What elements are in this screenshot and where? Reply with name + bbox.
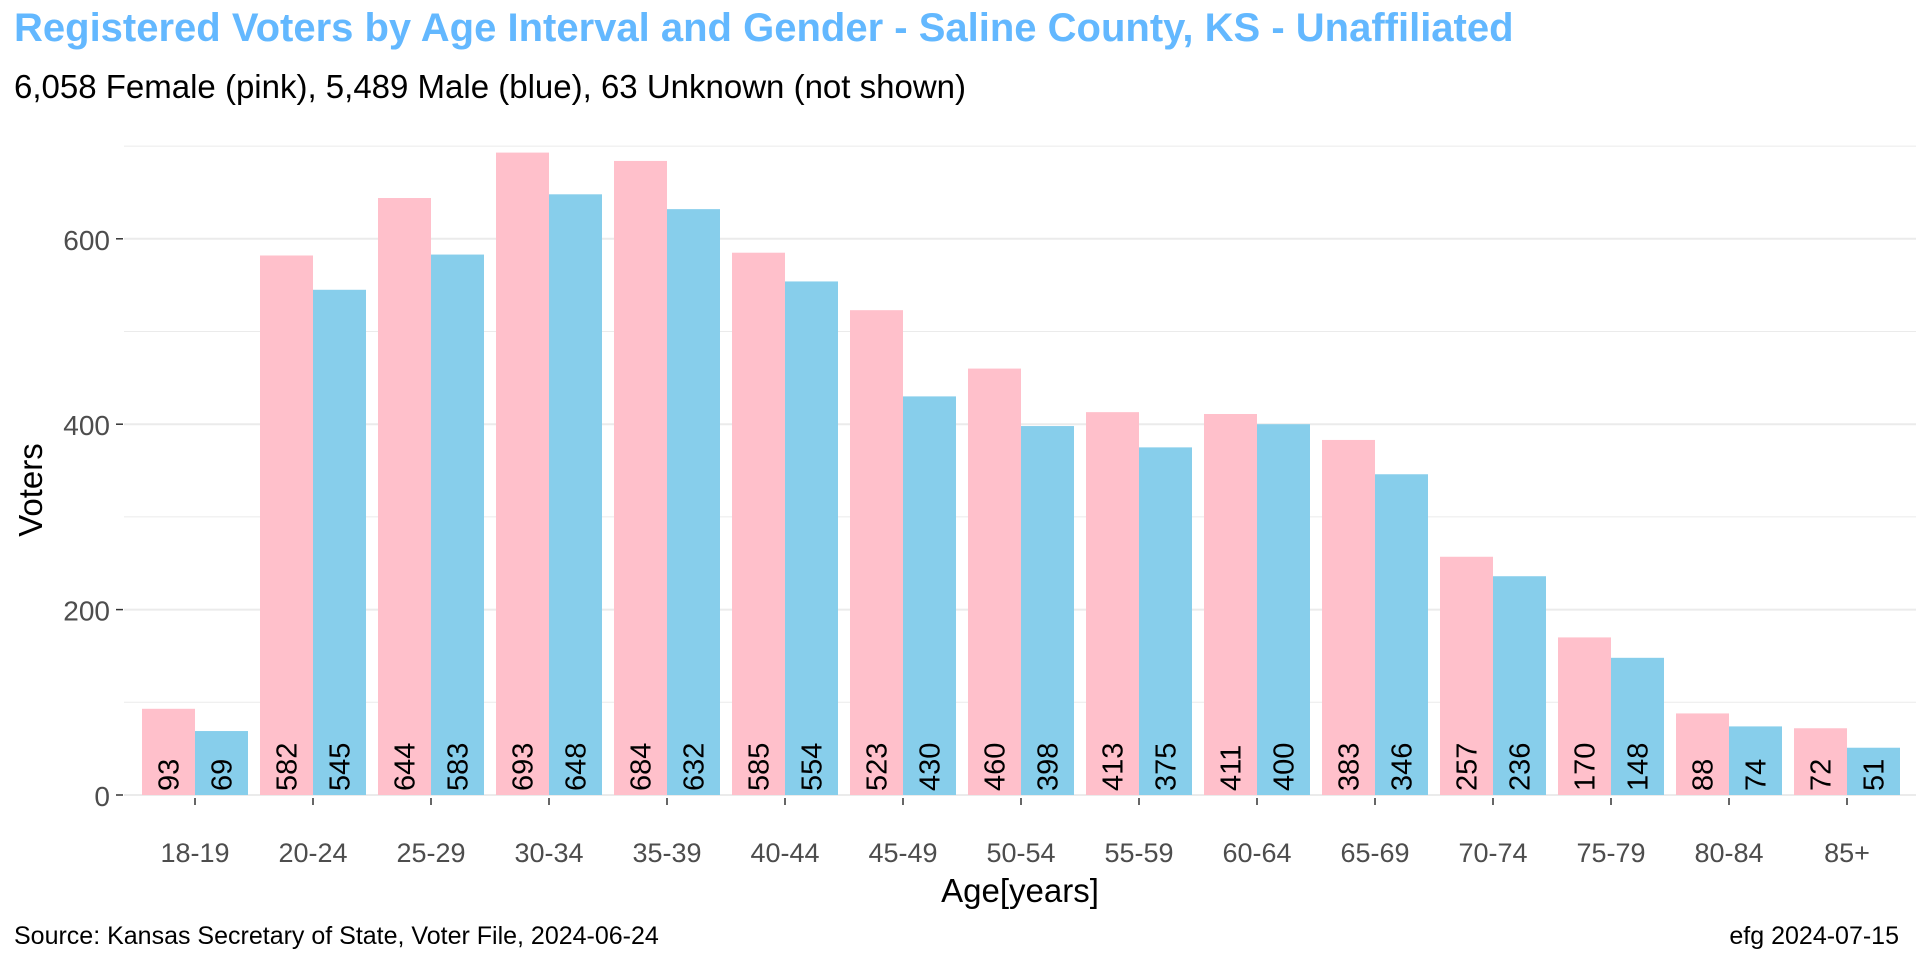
- female-bar: [968, 368, 1021, 795]
- x-tick-label: 40-44: [750, 838, 819, 868]
- x-tick-label: 85+: [1824, 838, 1870, 868]
- female-value-label: 93: [154, 759, 186, 791]
- x-tick-label: 30-34: [514, 838, 583, 868]
- male-bar: [1021, 426, 1074, 795]
- female-bar: [850, 310, 903, 795]
- female-value-label: 684: [626, 743, 658, 791]
- x-tick-label: 18-19: [160, 838, 229, 868]
- male-value-label: 148: [1623, 743, 1655, 791]
- female-bar: [496, 152, 549, 796]
- y-tick-label: 400: [63, 410, 110, 441]
- male-value-label: 375: [1151, 743, 1183, 791]
- female-value-label: 460: [980, 743, 1012, 791]
- credit-note: efg 2024-07-15: [1729, 922, 1899, 950]
- male-value-label: 74: [1741, 759, 1773, 791]
- bar-value-labels: 93 69 582 545 644 583 693 648 684 632 585 554 523 430…: [154, 743, 1891, 791]
- female-value-label: 582: [272, 743, 304, 791]
- male-bar: [903, 396, 956, 795]
- chart-title: Registered Voters by Age Interval and Ge…: [14, 6, 1514, 50]
- female-value-label: 72: [1806, 759, 1838, 791]
- male-value-label: 583: [443, 743, 475, 791]
- female-bar: [1204, 414, 1257, 795]
- y-tick-label: 200: [63, 596, 110, 627]
- male-bar: [1611, 657, 1664, 795]
- y-tick-label: 600: [63, 225, 110, 256]
- female-bar: [1322, 439, 1375, 795]
- male-value-label: 545: [325, 743, 357, 791]
- male-value-label: 51: [1859, 759, 1891, 791]
- male-value-label: 632: [679, 743, 711, 791]
- male-bar: [1139, 447, 1192, 795]
- x-axis-label: Age[years]: [941, 872, 1099, 909]
- female-value-label: 257: [1452, 743, 1484, 791]
- x-tick-label: 75-79: [1576, 838, 1645, 868]
- female-value-label: 383: [1334, 743, 1366, 791]
- axes: 0 200 400 600 18-19 20-24 25-29 30-34 35-39 40-44…: [63, 225, 1870, 868]
- female-value-label: 585: [744, 743, 776, 791]
- x-tick-label: 55-59: [1104, 838, 1173, 868]
- female-bar: [1676, 713, 1729, 795]
- male-bar: [785, 281, 838, 795]
- female-bar: [732, 252, 785, 795]
- female-bar: [614, 160, 667, 795]
- male-bar: [667, 209, 720, 796]
- male-value-label: 400: [1269, 743, 1301, 791]
- x-tick-label: 45-49: [868, 838, 937, 868]
- source-note: Source: Kansas Secretary of State, Voter…: [14, 922, 659, 950]
- male-value-label: 648: [561, 743, 593, 791]
- y-axis-label: Voters: [12, 443, 49, 537]
- female-value-label: 413: [1098, 743, 1130, 791]
- male-bar: [431, 254, 484, 795]
- male-value-label: 398: [1033, 743, 1065, 791]
- chart-subtitle: 6,058 Female (pink), 5,489 Male (blue), …: [14, 68, 966, 105]
- male-value-label: 554: [797, 743, 829, 791]
- x-tick-label: 35-39: [632, 838, 701, 868]
- female-bar: [1086, 412, 1139, 795]
- male-bar: [1257, 424, 1310, 795]
- female-bar: [260, 255, 313, 796]
- male-bar: [549, 194, 602, 795]
- male-bar: [1847, 747, 1900, 795]
- male-value-label: 346: [1387, 743, 1419, 791]
- bars: [142, 152, 1900, 796]
- x-tick-label: 60-64: [1222, 838, 1291, 868]
- female-bar: [142, 708, 195, 795]
- y-tick-label: 0: [94, 781, 110, 812]
- male-value-label: 236: [1505, 743, 1537, 791]
- female-bar: [378, 198, 431, 796]
- male-bar: [1729, 726, 1782, 795]
- x-tick-label: 70-74: [1458, 838, 1527, 868]
- male-bar: [195, 731, 248, 795]
- male-bar: [313, 289, 366, 795]
- female-value-label: 693: [508, 743, 540, 791]
- female-value-label: 170: [1570, 743, 1602, 791]
- female-bar: [1440, 556, 1493, 795]
- x-tick-label: 20-24: [278, 838, 347, 868]
- x-tick-label: 50-54: [986, 838, 1055, 868]
- x-tick-label: 65-69: [1340, 838, 1409, 868]
- female-value-label: 88: [1688, 759, 1720, 791]
- male-bar: [1493, 576, 1546, 795]
- female-value-label: 523: [862, 743, 894, 791]
- x-tick-label: 80-84: [1694, 838, 1763, 868]
- x-tick-label: 25-29: [396, 838, 465, 868]
- male-value-label: 430: [915, 743, 947, 791]
- female-value-label: 411: [1216, 745, 1248, 791]
- male-bar: [1375, 474, 1428, 795]
- female-value-label: 644: [390, 743, 422, 791]
- female-bar: [1794, 728, 1847, 795]
- male-value-label: 69: [207, 759, 239, 791]
- female-bar: [1558, 637, 1611, 795]
